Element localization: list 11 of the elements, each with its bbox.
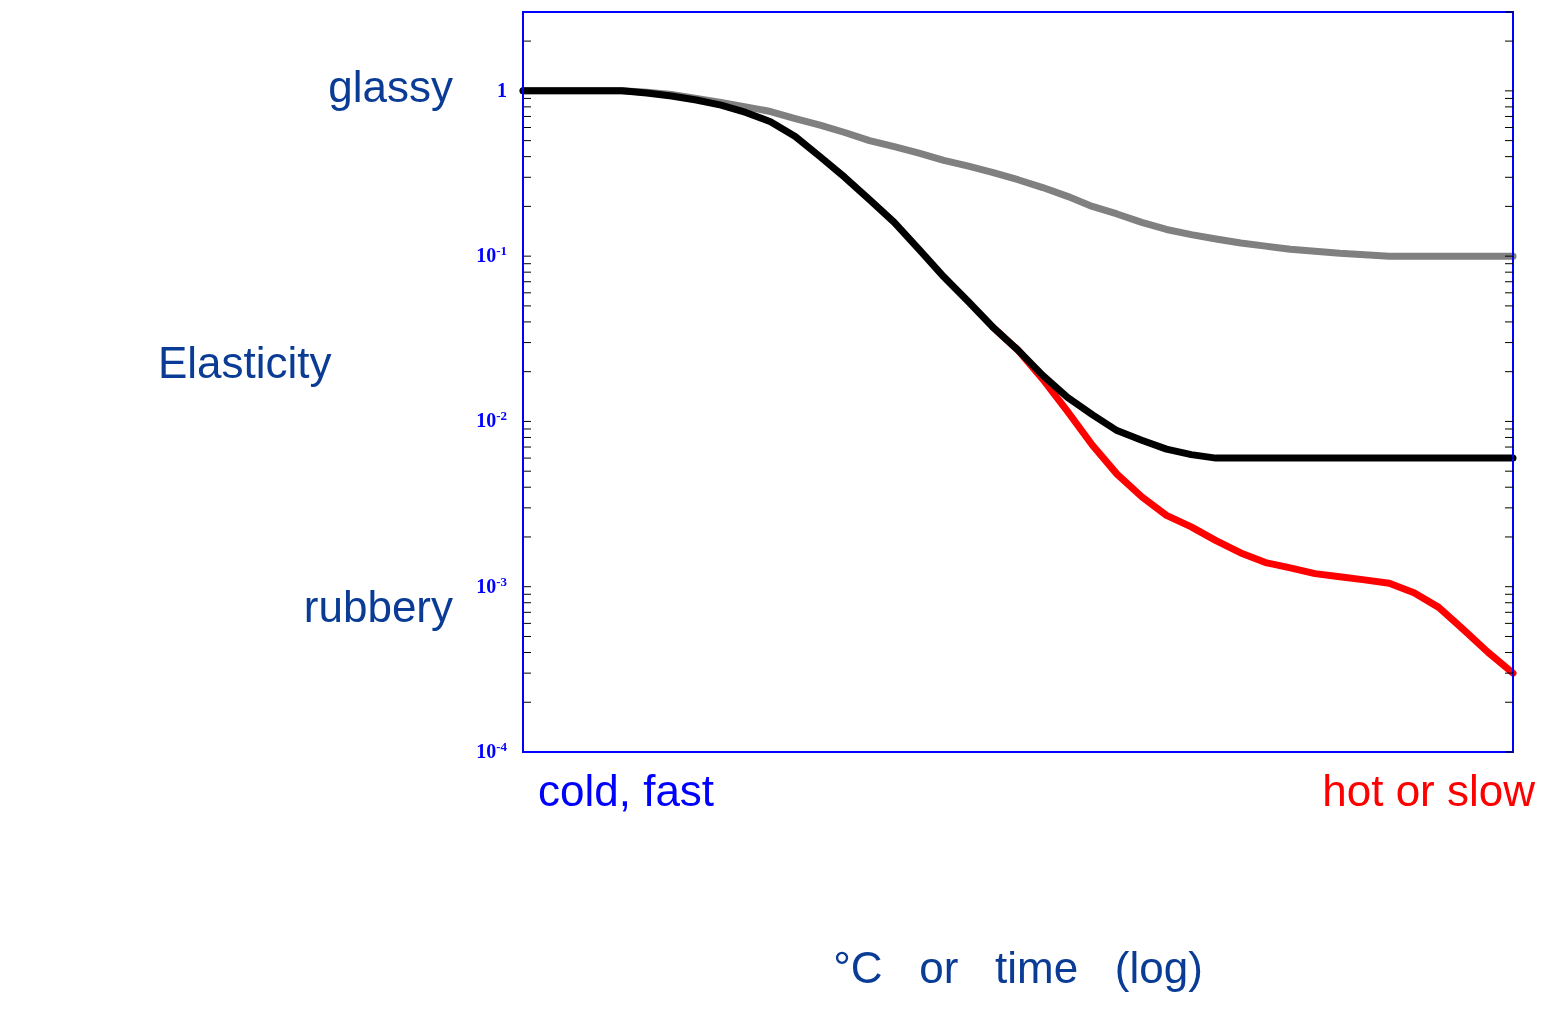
y-axis-title: Elasticity <box>158 337 332 388</box>
text: rubbery <box>303 581 453 632</box>
text: glassy <box>328 62 453 112</box>
y-tick-label: 10$^{-4}$ <box>476 738 508 762</box>
x-axis-title: °C or time (log) <box>832 943 1204 993</box>
y-tick-label: 1 <box>497 78 507 101</box>
y-tick-label: 10$^{-3}$ <box>476 573 508 597</box>
y-tick-label: 10$^{-2}$ <box>476 407 507 432</box>
text: hot or slow <box>1322 766 1535 816</box>
text: cold, fast <box>538 766 715 816</box>
y-tick-label: 10$^{-1}$ <box>476 242 507 267</box>
